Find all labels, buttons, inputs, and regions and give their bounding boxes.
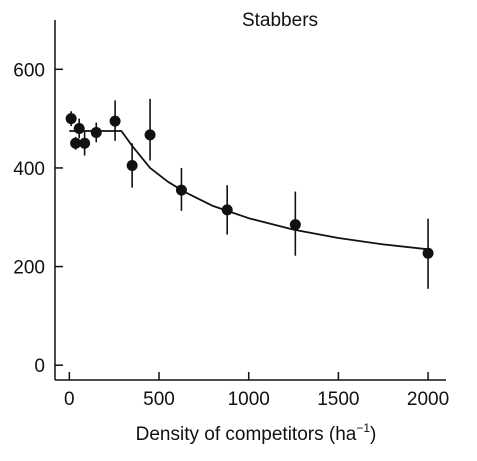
error-bars: [71, 99, 428, 289]
data-point: [127, 160, 138, 171]
data-point: [423, 248, 434, 259]
x-tick-label: 1000: [228, 389, 270, 410]
y-tick-label: 0: [34, 356, 45, 377]
x-tick-label: 1500: [317, 389, 359, 410]
y-tick-label: 200: [13, 258, 45, 279]
x-axis-label-suffix: ): [370, 424, 376, 445]
x-axis-label-superscript: −1: [356, 421, 370, 435]
data-point: [145, 129, 156, 140]
axes: [55, 20, 446, 380]
data-point: [222, 204, 233, 215]
y-tick-label: 400: [13, 159, 45, 180]
x-tick-label: 500: [143, 389, 175, 410]
data-point: [66, 113, 77, 124]
y-tick-label: 600: [13, 60, 45, 81]
data-points: [66, 113, 434, 259]
data-point: [110, 116, 121, 127]
x-tick-label: 2000: [407, 389, 449, 410]
fit-curve-group: [69, 131, 428, 249]
fit-curve: [69, 131, 428, 249]
x-axis-label-main: Density of competitors (ha: [136, 424, 357, 445]
data-point: [79, 138, 90, 149]
data-point: [74, 123, 85, 134]
data-point: [91, 127, 102, 138]
x-axis-label: Density of competitors (ha−1): [136, 421, 377, 445]
data-point: [290, 219, 301, 230]
x-axis-ticks: 0 500 1000 1500 2000: [64, 372, 449, 410]
x-tick-label: 0: [64, 389, 75, 410]
chart-title: Stabbers: [242, 10, 318, 31]
data-point: [176, 185, 187, 196]
